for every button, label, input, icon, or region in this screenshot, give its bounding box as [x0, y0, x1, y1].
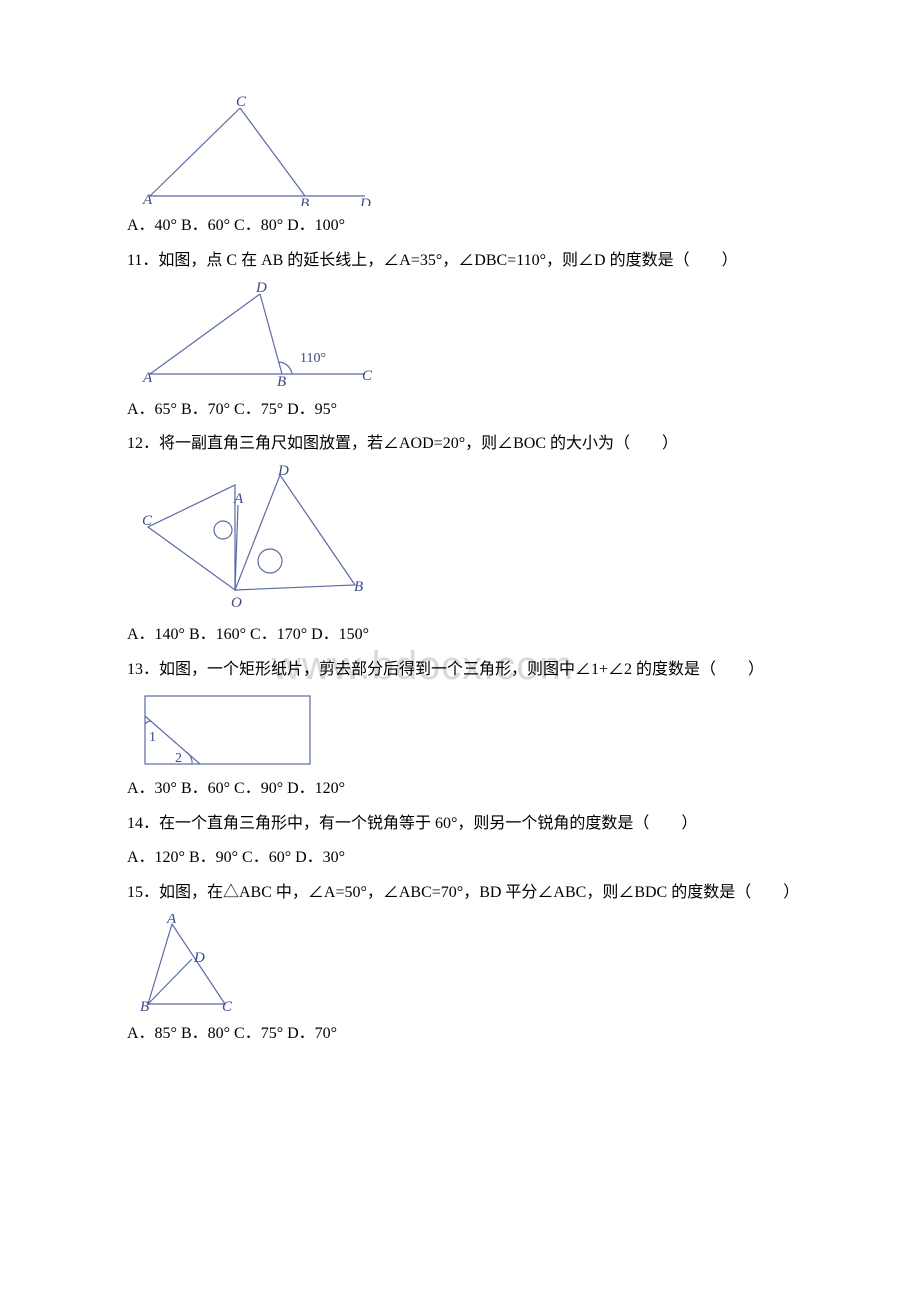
q12-opt-c: C．170°	[250, 626, 307, 643]
q11-figure: A B C D 110°	[140, 282, 825, 390]
q15-label-d: D	[193, 950, 205, 966]
q10-svg: A B C D	[140, 96, 375, 206]
q13-label-1: 1	[149, 730, 156, 745]
q10-opt-d: D．100°	[287, 217, 345, 234]
q10-label-d: D	[359, 196, 371, 206]
q15-opt-c: C．75°	[234, 1025, 283, 1042]
q12-label-d: D	[277, 465, 289, 479]
q15-label-a: A	[166, 914, 177, 927]
q10-figure: A B C D	[140, 96, 825, 206]
q11-label-c: C	[362, 368, 373, 384]
q10-label-c: C	[236, 96, 247, 110]
q11-label-d: D	[255, 282, 267, 296]
q12-label-c: C	[142, 513, 153, 529]
q15-opt-d: D．70°	[287, 1025, 337, 1042]
q12-svg: O A C B D	[140, 465, 365, 615]
q12-options: A．140° B．160° C．170° D．150°	[95, 621, 825, 650]
question-15: 15．如图，在△ABC 中，∠A=50°，∠ABC=70°，BD 平分∠ABC，…	[95, 879, 825, 1049]
q13-label-2: 2	[175, 751, 182, 766]
q10-options: A．40° B．60° C．80° D．100°	[95, 212, 825, 241]
question-13: 13．如图，一个矩形纸片，剪去部分后得到一个三角形，则图中∠1+∠2 的度数是（…	[95, 656, 825, 804]
q11-opt-a: A．65°	[127, 401, 177, 418]
q15-label-b: B	[140, 999, 149, 1014]
q15-opt-a: A．85°	[127, 1025, 177, 1042]
q15-opt-b: B．80°	[181, 1025, 230, 1042]
q11-angle-label: 110°	[300, 351, 326, 366]
q12-figure: O A C B D	[140, 465, 825, 615]
q10-label-a: A	[142, 192, 153, 206]
q14-opt-a: A．120°	[127, 849, 185, 866]
q11-opt-d: D．95°	[287, 401, 337, 418]
q12-text: 12．将一副直角三角尺如图放置，若∠AOD=20°，则∠BOC 的大小为（ ）	[95, 430, 825, 459]
q14-text: 14．在一个直角三角形中，有一个锐角等于 60°，则另一个锐角的度数是（ ）	[95, 810, 825, 839]
q13-options: A．30° B．60° C．90° D．120°	[95, 775, 825, 804]
page-content: A B C D A．40° B．60° C．80° D．100° 11．如图，点…	[95, 96, 825, 1049]
question-11: 11．如图，点 C 在 AB 的延长线上，∠A=35°，∠DBC=110°，则∠…	[95, 247, 825, 425]
q12-label-b: B	[354, 579, 363, 595]
q12-opt-d: D．150°	[311, 626, 369, 643]
q14-opt-b: B．90°	[189, 849, 238, 866]
q14-options: A．120° B．90° C．60° D．30°	[95, 844, 825, 873]
q10-opt-c: C．80°	[234, 217, 283, 234]
q12-opt-a: A．140°	[127, 626, 185, 643]
q10-opt-b: B．60°	[181, 217, 230, 234]
q15-svg: A B C D	[140, 914, 235, 1014]
question-12: 12．将一副直角三角尺如图放置，若∠AOD=20°，则∠BOC 的大小为（ ） …	[95, 430, 825, 650]
q11-svg: A B C D 110°	[140, 282, 375, 390]
question-10: A B C D A．40° B．60° C．80° D．100°	[95, 96, 825, 241]
q13-figure: 1 2	[140, 691, 825, 769]
q10-label-b: B	[300, 196, 309, 206]
q15-text: 15．如图，在△ABC 中，∠A=50°，∠ABC=70°，BD 平分∠ABC，…	[95, 879, 825, 908]
question-14: 14．在一个直角三角形中，有一个锐角等于 60°，则另一个锐角的度数是（ ） A…	[95, 810, 825, 874]
q11-text: 11．如图，点 C 在 AB 的延长线上，∠A=35°，∠DBC=110°，则∠…	[95, 247, 825, 276]
q11-opt-c: C．75°	[234, 401, 283, 418]
q11-options: A．65° B．70° C．75° D．95°	[95, 396, 825, 425]
q12-label-a: A	[233, 491, 244, 507]
q12-label-o: O	[231, 595, 242, 611]
q13-opt-a: A．30°	[127, 780, 177, 797]
q13-svg: 1 2	[140, 691, 315, 769]
q13-opt-b: B．60°	[181, 780, 230, 797]
q12-opt-b: B．160°	[189, 626, 246, 643]
q13-opt-d: D．120°	[287, 780, 345, 797]
q13-opt-c: C．90°	[234, 780, 283, 797]
q11-opt-b: B．70°	[181, 401, 230, 418]
q10-opt-a: A．40°	[127, 217, 177, 234]
q15-options: A．85° B．80° C．75° D．70°	[95, 1020, 825, 1049]
q11-label-a: A	[142, 370, 153, 386]
q14-opt-c: C．60°	[242, 849, 291, 866]
q11-label-b: B	[277, 374, 286, 390]
q15-label-c: C	[222, 999, 233, 1014]
q14-opt-d: D．30°	[295, 849, 345, 866]
q15-figure: A B C D	[140, 914, 825, 1014]
q13-text: 13．如图，一个矩形纸片，剪去部分后得到一个三角形，则图中∠1+∠2 的度数是（…	[95, 656, 825, 685]
